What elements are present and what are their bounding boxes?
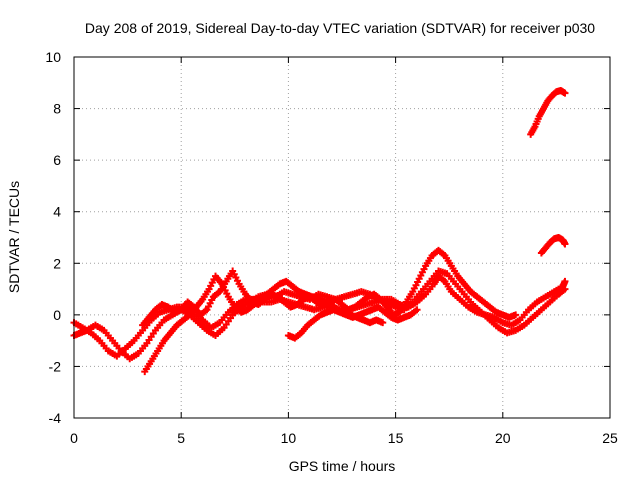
x-tick-label: 5 bbox=[177, 430, 185, 446]
y-tick-label: 8 bbox=[53, 101, 61, 117]
x-tick-label: 20 bbox=[495, 430, 511, 446]
data-point bbox=[561, 240, 569, 248]
series-track-f bbox=[527, 87, 569, 138]
y-tick-label: 6 bbox=[53, 152, 61, 168]
x-axis-title: GPS time / hours bbox=[289, 458, 396, 474]
x-tick-label: 10 bbox=[281, 430, 297, 446]
series-track-e bbox=[284, 303, 421, 342]
series-track-d bbox=[139, 246, 520, 329]
x-tick-label: 0 bbox=[70, 430, 78, 446]
chart-title: Day 208 of 2019, Sidereal Day-to-day VTE… bbox=[85, 20, 595, 36]
data-point bbox=[413, 306, 421, 314]
data-point bbox=[561, 277, 569, 285]
data-point bbox=[512, 311, 520, 319]
x-tick-label: 15 bbox=[388, 430, 404, 446]
series-track-c bbox=[141, 272, 387, 376]
data-point bbox=[379, 319, 387, 327]
data-point bbox=[561, 285, 569, 293]
y-tick-label: -4 bbox=[49, 410, 62, 426]
x-tick-label: 25 bbox=[602, 430, 618, 446]
plot-frame bbox=[73, 56, 611, 419]
y-axis-title: SDTVAR / TECUs bbox=[6, 181, 22, 293]
y-tick-label: 4 bbox=[53, 204, 61, 220]
axis-ticks: 0 5 10 15 20 25 -4 -2 0 2 4 6 8 10 bbox=[45, 49, 618, 446]
y-tick-label: 2 bbox=[53, 255, 61, 271]
series-track-g bbox=[537, 234, 569, 257]
data-point bbox=[561, 89, 569, 97]
data-points bbox=[70, 87, 569, 376]
y-tick-label: -2 bbox=[49, 358, 62, 374]
grid bbox=[74, 57, 610, 418]
y-tick-label: 10 bbox=[45, 49, 61, 65]
y-tick-label: 0 bbox=[53, 307, 61, 323]
